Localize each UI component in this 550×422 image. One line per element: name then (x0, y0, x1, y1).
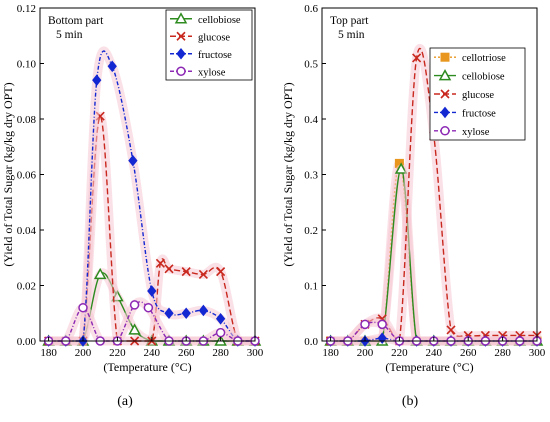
y-tick-label-0.0: 0.0 (304, 336, 318, 348)
point-xylose-2 (78, 302, 88, 313)
legend-marker-cellobiose (174, 12, 188, 24)
legend-marker-cellotriose (440, 52, 450, 62)
point-glucose-7 (155, 258, 165, 268)
legend-label-glucose: glucose (198, 32, 230, 43)
point-fructose-5 (128, 154, 138, 167)
point-xylose-2 (360, 319, 370, 330)
legend-label-cellotriose: cellotriose (462, 53, 506, 64)
y-tick-label-0.3: 0.3 (304, 170, 318, 182)
legend: cellotriose cellobiose glucose fructose xylo… (429, 47, 526, 141)
legend-label-cellobiose: cellobiose (198, 15, 241, 26)
legend-label-glucose: glucose (462, 90, 494, 101)
x-tick-label-220: 220 (391, 347, 408, 359)
panel-title-line-1: 5 min (338, 29, 365, 41)
y-tick-label-0.4: 0.4 (304, 114, 318, 126)
x-tick-label-180: 180 (40, 347, 57, 359)
point-xylose-3 (377, 319, 387, 330)
legend: cellobiose glucose fructose xylose (165, 9, 253, 81)
y-tick-label-0.5: 0.5 (304, 59, 318, 71)
point-fructose-7 (164, 307, 174, 320)
point-xylose-5 (129, 300, 140, 310)
x-axis-label: (Temperature (°C) (103, 360, 191, 374)
point-glucose-11 (216, 267, 226, 277)
panel-title-line-0: Bottom part (48, 15, 104, 27)
point-glucose-8 (164, 264, 174, 274)
y-axis-label: (Yield of Total Sugar (kg/kg dry OPT) (281, 82, 295, 266)
panel-a: 180 200 220 240 260 280 300 0.00 0.02 0.04 0.06 0.0… (1, 3, 264, 409)
y-tick-label-0.6: 0.6 (304, 3, 318, 15)
y-tick-label-0.12: 0.12 (17, 3, 36, 15)
legend-marker-glucose (440, 89, 450, 99)
y-tick-label-0.02: 0.02 (17, 281, 36, 293)
point-fructose-10 (215, 312, 226, 325)
legend-marker-fructose (440, 106, 450, 119)
legend-marker-fructose (176, 47, 186, 60)
x-tick-label-300: 300 (247, 347, 264, 359)
y-tick-label-0.1: 0.1 (304, 281, 318, 293)
point-fructose-6 (147, 285, 157, 297)
legend-label-fructose: fructose (198, 50, 232, 61)
point-xylose-6 (143, 302, 154, 313)
legend-label-xylose: xylose (462, 127, 490, 138)
x-tick-label-240: 240 (144, 347, 161, 359)
legend-label-xylose: xylose (198, 67, 226, 78)
x-tick-label-220: 220 (109, 347, 126, 359)
series-band-cellotriose (326, 158, 542, 346)
point-fructose-4 (107, 60, 117, 73)
panel-title-line-1: 5 min (56, 29, 83, 41)
series-line-cellotriose (330, 162, 537, 342)
x-tick-label-200: 200 (75, 347, 92, 359)
point-glucose-10 (198, 269, 208, 279)
x-axis-label: (Temperature (°C) (385, 360, 473, 374)
point-fructose-3 (92, 74, 102, 86)
y-tick-label-0.06: 0.06 (17, 170, 37, 182)
point-glucose-7 (446, 325, 456, 335)
y-tick-label-0.04: 0.04 (17, 225, 37, 237)
legend-marker-xylose (440, 126, 450, 136)
y-tick-label-0.2: 0.2 (304, 225, 318, 237)
x-tick-label-200: 200 (357, 347, 374, 359)
legend-label-fructose: fructose (462, 108, 496, 119)
point-fructose-8 (181, 307, 191, 320)
legend-marker-cellobiose (438, 69, 452, 81)
point-fructose-9 (198, 304, 209, 317)
x-tick-label-240: 240 (426, 347, 443, 359)
x-tick-label-280: 280 (494, 347, 511, 359)
y-axis-label: (Yield of Total Sugar (kg/kg dry OPT) (1, 82, 15, 266)
x-tick-label-280: 280 (212, 347, 229, 359)
series-line-fructose (48, 50, 255, 342)
panel-title-line-0: Top part (330, 15, 369, 27)
panel-b: 180 200 220 240 260 280 300 0.0 0.1 0.2 0.3 0.4 0.5 0… (281, 3, 546, 409)
x-tick-label-260: 260 (460, 347, 477, 359)
x-tick-label-180: 180 (322, 347, 339, 359)
series-line-cellobiose (330, 168, 537, 342)
series-band-cellobiose (326, 164, 542, 346)
panel-caption: (a) (117, 394, 133, 409)
legend-label-cellobiose: cellobiose (462, 72, 505, 83)
legend-marker-xylose (176, 66, 186, 76)
point-cellobiose-5 (128, 323, 141, 335)
legend-marker-glucose (176, 31, 186, 41)
point-glucose-9 (181, 267, 191, 277)
y-tick-label-0.10: 0.10 (17, 59, 37, 71)
point-cellobiose-4 (394, 162, 408, 174)
x-tick-label-260: 260 (178, 347, 195, 359)
panel-caption: (b) (402, 394, 419, 409)
point-glucose-5 (412, 53, 422, 63)
point-cellobiose-3 (93, 267, 107, 280)
point-xylose-10 (215, 327, 226, 338)
y-tick-label-0.00: 0.00 (17, 336, 37, 348)
y-tick-label-0.08: 0.08 (17, 114, 37, 126)
x-tick-label-300: 300 (529, 347, 546, 359)
